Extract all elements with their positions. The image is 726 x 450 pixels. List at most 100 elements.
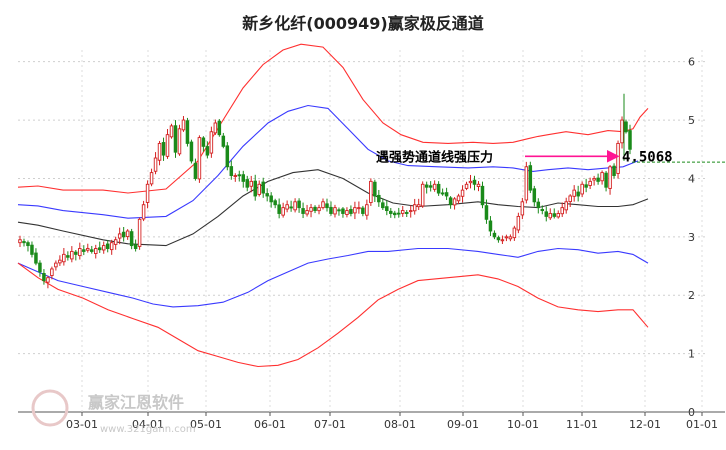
candle-body (544, 211, 549, 217)
candle-body (616, 142, 620, 174)
candle-body (560, 207, 564, 215)
candle-body (205, 146, 210, 156)
candle-body (74, 251, 78, 255)
candle-body (145, 183, 150, 203)
candle-body (584, 184, 588, 188)
candle-body (345, 210, 349, 215)
candle-body (169, 125, 174, 138)
candle-body (137, 218, 142, 247)
candle-body (484, 205, 489, 220)
candle-body (464, 183, 469, 189)
candle-body (452, 198, 457, 206)
candle-body (249, 180, 253, 187)
candle-body (293, 201, 297, 211)
candle-body (568, 195, 572, 203)
candle-body (600, 172, 604, 182)
candle-body (333, 207, 337, 215)
candle-body (325, 203, 329, 209)
candle-body (125, 230, 130, 238)
band-outer-upper (17, 43, 649, 194)
candle-body (596, 177, 600, 182)
candle-body (440, 192, 445, 195)
candle-body (389, 210, 393, 214)
candle-body (165, 134, 170, 157)
candle-body (504, 236, 509, 239)
candle-body (86, 248, 90, 251)
candle-body (436, 183, 441, 194)
candle-body (397, 212, 401, 215)
candle-body (448, 197, 453, 206)
x-tick-label: 09-01 (447, 418, 479, 431)
candle-body (82, 249, 86, 252)
candle-body (26, 242, 30, 247)
candle-body (105, 243, 110, 249)
candle-body (564, 201, 568, 211)
y-tick-label: 5 (688, 114, 695, 127)
candle-body (273, 200, 277, 206)
candle-body (373, 181, 377, 197)
candle-body (540, 209, 545, 212)
band-mid (17, 169, 649, 247)
candle-body (420, 183, 425, 207)
candle-body (528, 165, 533, 191)
candle-body (476, 183, 481, 187)
candle-body (612, 165, 616, 176)
y-tick-label: 4 (688, 172, 695, 185)
candle-body (133, 244, 138, 249)
candle-body (520, 201, 525, 216)
candle-body (117, 233, 122, 239)
candle-body (193, 162, 198, 179)
candle-body (628, 130, 632, 150)
candle-body (369, 180, 373, 204)
candle-body (141, 204, 146, 220)
candle-body (496, 237, 501, 241)
candle-body (22, 241, 26, 244)
candle-body (488, 220, 493, 232)
candle-body (229, 166, 234, 176)
candle-body (54, 262, 58, 268)
candle-body (113, 239, 118, 245)
candle-body (620, 119, 624, 144)
band-inner-lower (17, 247, 649, 308)
candle-body (460, 189, 465, 197)
candle-body (297, 200, 301, 209)
candle-body (185, 120, 190, 144)
candle-body (424, 184, 429, 188)
watermark-text: 赢家江恩软件 (88, 393, 184, 412)
candle-body (349, 209, 353, 214)
annotation-label: 遇强势通道线强压力 (376, 149, 493, 165)
candle-body (78, 248, 82, 257)
candle-body (241, 174, 246, 182)
candle-body (365, 204, 369, 216)
candle-body (580, 183, 584, 195)
y-tick-label: 2 (688, 289, 695, 302)
candle-body (289, 206, 293, 209)
candle-body (572, 189, 576, 197)
x-tick-label: 10-01 (507, 418, 539, 431)
candle-body (269, 195, 273, 203)
candle-body (237, 174, 242, 177)
candle-body (161, 142, 166, 156)
candle-body (524, 166, 529, 201)
candle-body (177, 128, 182, 155)
band-inner-upper (17, 104, 639, 219)
candle-body (213, 122, 218, 134)
candle-body (393, 212, 397, 216)
watermark-logo (31, 389, 69, 427)
candle-body (512, 227, 517, 239)
candle-body (472, 179, 477, 185)
candle-body (189, 141, 194, 162)
candle-body (552, 213, 556, 217)
y-tick-label: 3 (688, 231, 695, 244)
candle-body (34, 252, 38, 264)
candle-body (38, 262, 42, 273)
candle-body (624, 121, 628, 133)
candle-body (173, 125, 178, 153)
candle-body (46, 277, 50, 283)
candle-body (532, 188, 537, 203)
candle-body (353, 207, 357, 214)
candle-body (121, 231, 126, 238)
candle-body (201, 137, 206, 147)
y-tick-label: 6 (688, 56, 695, 69)
